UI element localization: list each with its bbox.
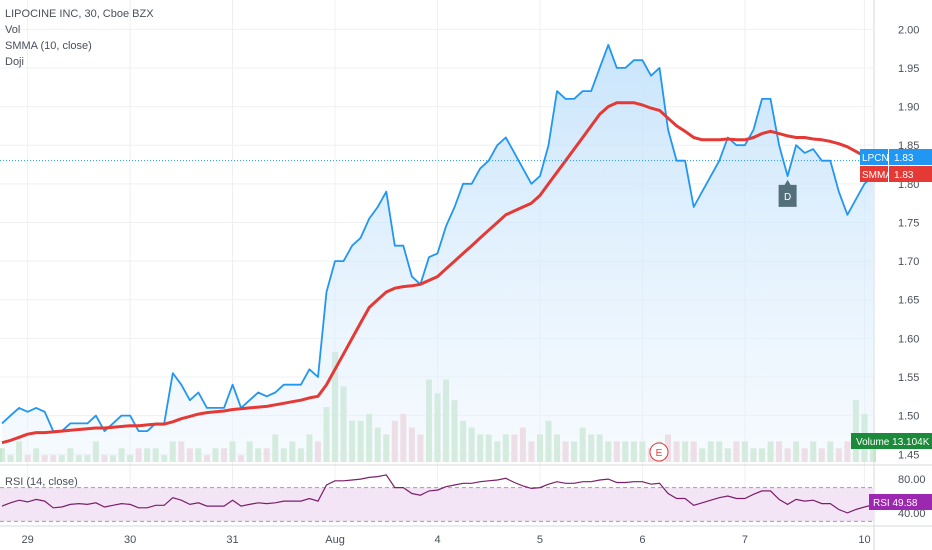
volume-tag: Volume 13.104K — [851, 433, 932, 449]
chart-markers: DE — [649, 179, 797, 462]
LPCN-tag-name: LPCN — [862, 153, 889, 164]
indicator-smma-label[interactable]: SMMA (10, close) — [5, 40, 92, 52]
price-tick-label: 1.75 — [898, 217, 919, 229]
time-tick-label: Aug — [325, 534, 345, 546]
time-tick-label: 5 — [537, 534, 543, 546]
rsi-tick-label: 40.00 — [898, 508, 926, 520]
rsi-tag: RSI 49.58 — [869, 494, 932, 510]
price-tick-label: 1.95 — [898, 63, 919, 75]
volume-tag-text: Volume 13.104K — [856, 437, 930, 448]
time-tick-label: 10 — [858, 534, 870, 546]
smma-line — [1, 101, 874, 445]
doji-marker — [778, 179, 797, 207]
price-tick-label: 1.55 — [898, 372, 919, 384]
SMMA-tag-value-bg — [889, 166, 932, 182]
LPCN-tag-value-bg — [889, 149, 932, 165]
price-tick-label: 1.70 — [898, 256, 919, 268]
time-tick-label: 29 — [21, 534, 33, 546]
rsi-tick-label: 80.00 — [898, 474, 926, 486]
time-tick-label: 4 — [434, 534, 440, 546]
rsi-band — [0, 487, 873, 522]
SMMA-tag-name: SMMA — [862, 170, 892, 181]
rsi-line — [1, 474, 874, 514]
rsi-tag-bg — [869, 494, 932, 510]
time-tick-label: 30 — [124, 534, 136, 546]
time-tick-label: 6 — [639, 534, 645, 546]
earnings-marker-label: E — [656, 448, 663, 459]
price-tick-label: 1.45 — [898, 449, 919, 461]
LPCN-tag-value: 1.83 — [894, 153, 914, 164]
price-tick-label: 1.90 — [898, 102, 919, 114]
rsi-label[interactable]: RSI (14, close) — [5, 476, 78, 488]
SMMA-tag-name-bg — [860, 166, 888, 182]
time-axis: 29 30 31 Aug 4 5 6 7 10 — [21, 534, 870, 546]
price-axis: 2.001.951.901.851.801.751.701.651.601.55… — [898, 24, 926, 520]
price-line — [1, 43, 874, 432]
LPCN-tag-name-bg — [860, 149, 888, 165]
indicator-vol-label[interactable]: Vol — [5, 24, 21, 36]
volume-tag-bg — [851, 433, 932, 449]
price-series — [0, 43, 874, 463]
chart-title: LIPOCINE INC, 30, Cboe BZX — [5, 8, 154, 20]
earnings-marker — [649, 442, 669, 462]
SMMA-tag: SMMA 1.83 — [860, 166, 932, 182]
LPCN-tag: LPCN 1.83 — [860, 149, 932, 165]
rsi-tag-text: RSI 49.58 — [873, 498, 918, 509]
time-tick-label: 31 — [226, 534, 238, 546]
price-tick-label: 2.00 — [898, 24, 919, 36]
SMMA-tag-value: 1.83 — [894, 170, 914, 181]
time-tick-label: 7 — [742, 534, 748, 546]
doji-marker-label: D — [784, 192, 791, 203]
rsi-panel — [0, 474, 874, 522]
price-tick-label: 1.50 — [898, 411, 919, 423]
price-tick-label: 1.65 — [898, 295, 919, 307]
indicator-doji-label[interactable]: Doji — [5, 56, 24, 68]
price-tick-label: 1.60 — [898, 333, 919, 345]
